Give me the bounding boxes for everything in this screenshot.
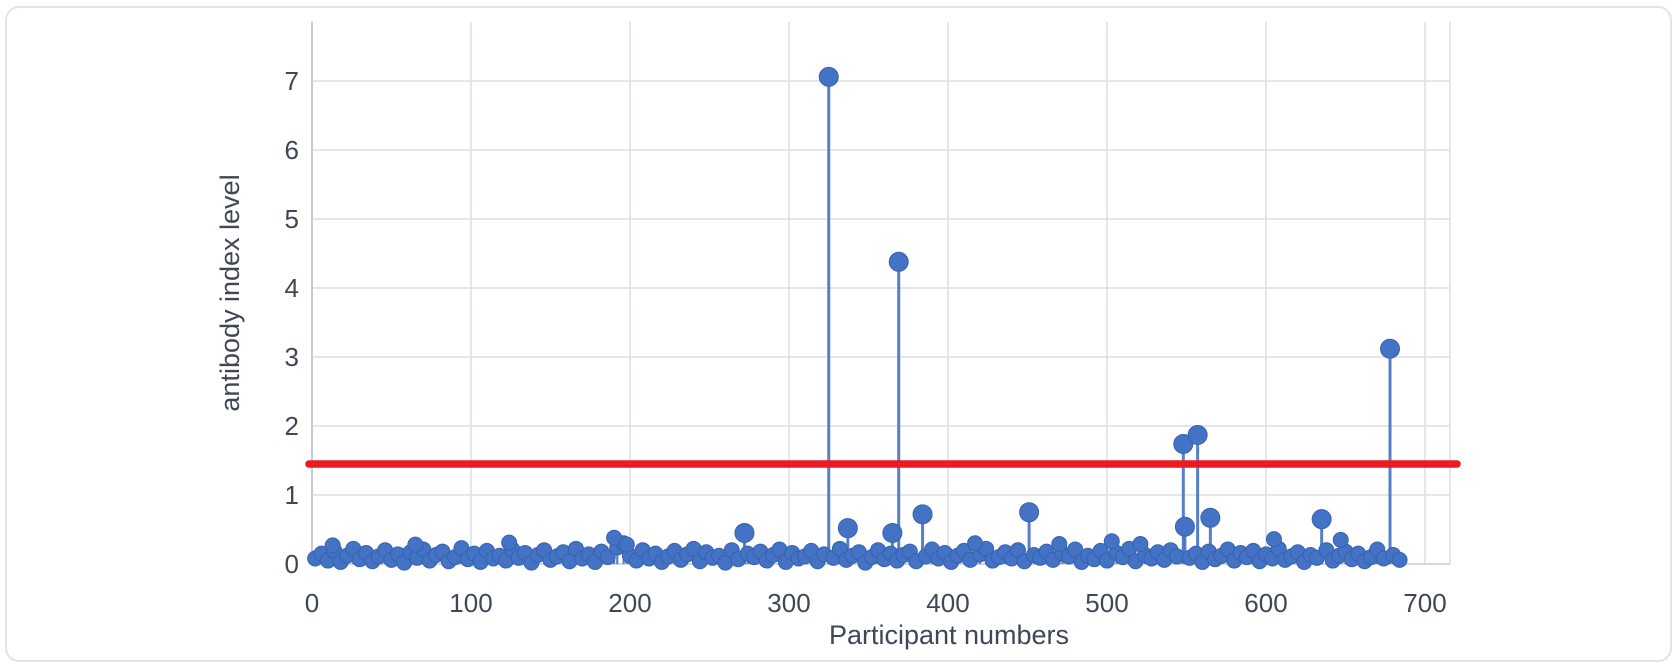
y-tick-label: 0 [285,549,299,579]
y-tick-label: 1 [285,480,299,510]
y-tick-label: 6 [285,135,299,165]
data-point [1391,551,1408,568]
x-tick-label: 0 [305,588,319,618]
y-tick-label: 7 [285,66,299,96]
x-tick-label: 100 [449,588,492,618]
x-axis-tick-labels: 0 100 200 300 400 500 600 700 [305,588,1447,618]
data-point [967,535,984,552]
data-point [407,536,424,553]
data-point [1332,531,1349,548]
data-point [1265,531,1282,548]
x-tick-label: 200 [608,588,651,618]
axis-lines [311,22,1450,565]
x-tick-label: 600 [1244,588,1287,618]
x-tick-label: 700 [1403,588,1446,618]
data-point [1311,509,1332,530]
data-point [1173,433,1194,454]
data-point [837,518,858,539]
data-point [1380,338,1401,359]
data-point [1132,535,1149,552]
data-point [1067,541,1084,558]
data-point [1187,424,1208,445]
data-point [606,529,623,546]
x-axis-title: Participant numbers [829,620,1069,650]
data-point [882,522,903,543]
y-tick-label: 4 [285,273,299,303]
y-axis-tick-labels: 0 1 2 3 4 5 6 7 [285,66,299,579]
y-tick-label: 2 [285,411,299,441]
data-points [307,66,1408,571]
antibody-index-scatter-chart: 0 100 200 300 400 500 600 700 0 1 2 3 4 5 6 7 Particip… [215,22,1461,650]
data-point [818,66,839,87]
data-point [734,522,755,543]
gridlines [312,22,1451,564]
data-point [324,537,341,554]
data-point [1174,516,1195,537]
data-point [1051,535,1068,552]
y-axis-title: antibody index level [215,174,245,411]
data-point [888,251,909,272]
x-tick-label: 400 [926,588,969,618]
chart-figure-card: 0 100 200 300 400 500 600 700 0 1 2 3 4 5 6 7 Particip… [5,6,1672,662]
x-tick-label: 500 [1085,588,1128,618]
data-point [1103,533,1120,550]
data-point [501,534,518,551]
data-point [1200,507,1221,528]
data-point [912,504,933,525]
y-tick-label: 5 [285,204,299,234]
data-point [599,549,616,566]
x-tick-label: 300 [767,588,810,618]
data-point [618,536,635,553]
data-point [1019,502,1040,523]
y-tick-label: 3 [285,342,299,372]
